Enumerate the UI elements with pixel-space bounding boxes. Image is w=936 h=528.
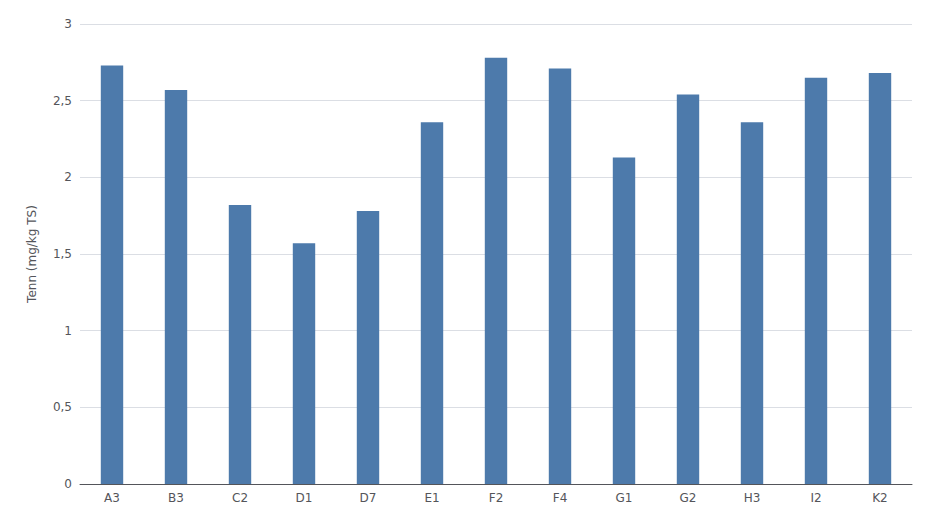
svg-text:F2: F2: [489, 491, 504, 505]
svg-text:Tenn (mg/kg TS): Tenn (mg/kg TS): [25, 205, 39, 304]
svg-text:0,5: 0,5: [53, 400, 72, 414]
svg-text:K2: K2: [872, 491, 888, 505]
svg-text:B3: B3: [168, 491, 184, 505]
svg-text:H3: H3: [744, 491, 761, 505]
svg-text:2: 2: [64, 170, 72, 184]
svg-text:F4: F4: [553, 491, 568, 505]
svg-text:1,5: 1,5: [53, 247, 72, 261]
svg-text:2,5: 2,5: [53, 94, 72, 108]
svg-text:I2: I2: [810, 491, 821, 505]
svg-text:D1: D1: [296, 491, 313, 505]
svg-text:C2: C2: [232, 491, 248, 505]
svg-text:0: 0: [64, 477, 72, 491]
svg-text:E1: E1: [424, 491, 439, 505]
svg-text:G1: G1: [616, 491, 633, 505]
svg-text:1: 1: [64, 324, 72, 338]
svg-text:G2: G2: [680, 491, 697, 505]
svg-text:D7: D7: [360, 491, 377, 505]
svg-text:3: 3: [64, 17, 72, 31]
svg-text:A3: A3: [104, 491, 120, 505]
